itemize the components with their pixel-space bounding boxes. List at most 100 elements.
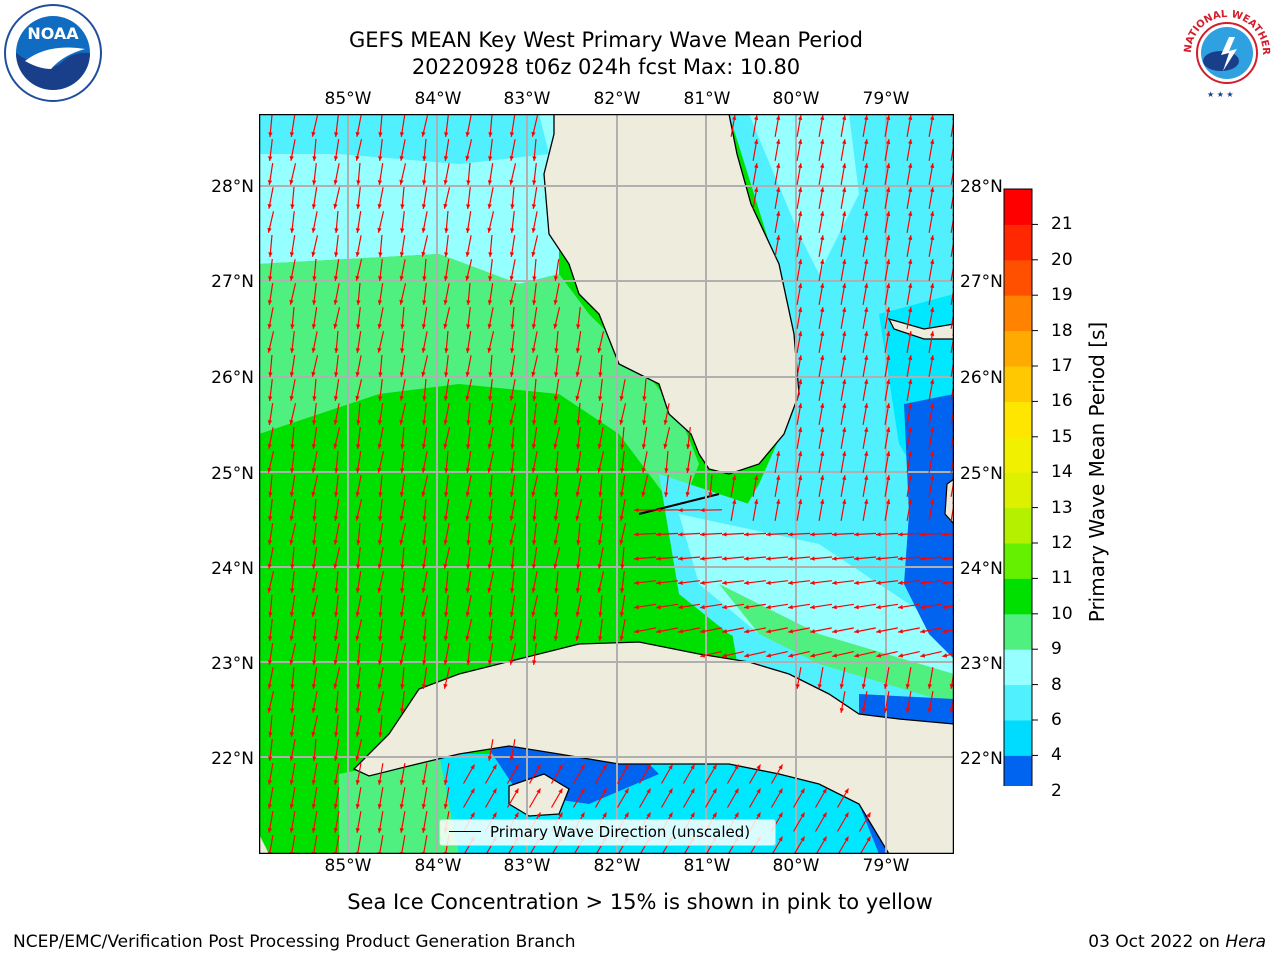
wave-direction-arrowhead	[820, 283, 825, 288]
wave-direction-arrowhead	[776, 475, 781, 480]
wave-direction-arrowhead	[553, 563, 558, 569]
wave-direction-arrowhead	[898, 653, 904, 658]
wave-direction-arrowhead	[908, 451, 913, 456]
wave-direction-arrowhead	[580, 812, 585, 818]
wave-direction-arrowhead	[509, 276, 514, 281]
wave-direction-arrowhead	[400, 708, 405, 713]
wave-direction-arrowhead	[886, 355, 891, 360]
wave-direction-arrowhead	[788, 604, 793, 610]
wave-direction-arrowhead	[754, 163, 759, 168]
wave-direction-arrowhead	[908, 187, 913, 192]
wave-direction-arrowhead	[876, 532, 881, 537]
wave-direction-arrowhead	[312, 300, 317, 305]
wave-direction-arrowhead	[377, 204, 382, 209]
wave-direction-arrowhead	[443, 660, 448, 665]
wave-direction-arrowhead	[268, 156, 273, 161]
wave-direction-arrowhead	[444, 468, 449, 473]
wave-direction-arrowhead	[290, 684, 295, 689]
wave-direction-arrowhead	[810, 653, 816, 658]
wave-direction-arrowhead	[788, 556, 793, 561]
wave-direction-arrowhead	[842, 139, 847, 144]
wave-direction-arrowhead	[488, 132, 493, 137]
wave-direction-arrowhead	[377, 420, 383, 425]
wave-direction-arrowhead	[756, 812, 761, 818]
wave-direction-arrowhead	[399, 396, 404, 401]
wave-direction-arrowhead	[908, 139, 913, 144]
wave-direction-arrowhead	[311, 588, 316, 593]
wave-direction-arrowhead	[722, 580, 727, 585]
ocean-period-9-10-straits	[719, 584, 954, 704]
wave-direction-arrowhead	[509, 132, 515, 137]
wave-direction-arrowhead	[355, 732, 360, 737]
wave-direction-arrowhead	[509, 299, 514, 305]
wave-direction-arrowhead	[400, 228, 405, 233]
colorbar-tick-label: 19	[1051, 285, 1073, 306]
wave-direction-arrowhead	[876, 629, 881, 634]
wave-direction-arrowhead	[355, 252, 360, 257]
wave-direction-arrowhead	[690, 812, 695, 818]
wave-direction-arrowhead	[355, 155, 360, 161]
wave-direction-arrowhead	[641, 491, 646, 497]
wave-direction-arrowhead	[920, 580, 925, 585]
wave-direction-arrowhead	[333, 756, 339, 761]
wave-direction-arrowhead	[268, 372, 273, 377]
wave-period-map	[259, 114, 954, 854]
wave-direction-arrowhead	[576, 540, 581, 545]
wave-direction-arrowhead	[378, 636, 383, 641]
wave-direction-arrowhead	[422, 180, 427, 185]
colorbar-segment	[1004, 720, 1032, 756]
wave-direction-arrowhead	[470, 764, 475, 770]
wave-direction-arrowhead	[558, 764, 563, 770]
wave-direction-arrowhead	[267, 587, 272, 593]
wave-direction-arrowhead	[905, 708, 910, 713]
wave-direction-arrowhead	[509, 636, 514, 641]
wave-direction-arrowhead	[842, 163, 847, 168]
wave-direction-arrowhead	[766, 532, 771, 537]
wave-direction-arrowhead	[898, 629, 903, 634]
wave-direction-arrowhead	[268, 252, 273, 257]
wave-direction-arrowhead	[722, 629, 727, 634]
wave-direction-arrowhead	[487, 540, 493, 545]
wave-direction-arrowhead	[377, 467, 382, 473]
wave-direction-arrowhead	[920, 604, 925, 610]
wave-direction-arrowhead	[744, 556, 749, 561]
wave-direction-arrowhead	[290, 564, 295, 569]
wave-direction-arrowhead	[597, 420, 603, 425]
wave-direction-arrowhead	[646, 764, 651, 770]
wave-direction-arrowhead	[798, 259, 803, 264]
wave-direction-arrowhead	[466, 180, 471, 185]
wave-direction-arrowhead	[820, 211, 825, 216]
wave-direction-arrowhead	[620, 564, 625, 569]
wave-direction-arrowhead	[908, 355, 913, 360]
wave-direction-arrowhead	[334, 348, 339, 353]
wave-direction-arrowhead	[465, 372, 470, 377]
wave-direction-arrowhead	[509, 419, 514, 425]
wave-direction-arrowhead	[927, 684, 932, 689]
wave-direction-arrowhead	[842, 379, 847, 384]
wave-direction-arrowhead	[267, 540, 273, 545]
wave-direction-arrowhead	[619, 419, 624, 425]
colorbar-tick-label: 15	[1051, 426, 1073, 447]
wave-direction-arrowhead	[421, 564, 427, 569]
ocean-period-2-4-bahamas	[904, 394, 954, 659]
wave-direction-arrowhead	[268, 276, 273, 281]
wave-direction-arrowhead	[466, 420, 471, 425]
wave-direction-arrowhead	[465, 588, 471, 593]
wave-direction-arrowhead	[908, 379, 913, 384]
wave-direction-arrowhead	[377, 684, 382, 689]
wave-direction-arrowhead	[355, 804, 360, 809]
wave-direction-arrowhead	[734, 788, 739, 794]
wave-direction-arrowhead	[334, 252, 339, 257]
wave-direction-arrowhead	[421, 828, 426, 833]
wave-direction-arrowhead	[333, 323, 338, 329]
wave-direction-arrowhead	[930, 475, 935, 480]
wave-direction-arrowhead	[289, 732, 295, 737]
wave-direction-arrowhead	[421, 348, 426, 353]
wave-direction-arrowhead	[700, 604, 705, 610]
wave-direction-arrowhead	[334, 492, 339, 497]
wave-direction-arrowhead	[268, 636, 273, 641]
wave-direction-arrowhead	[597, 444, 602, 449]
wave-direction-arrowhead	[864, 259, 869, 264]
wave-direction-arrowhead	[289, 372, 295, 377]
wave-direction-arrowhead	[289, 396, 294, 401]
